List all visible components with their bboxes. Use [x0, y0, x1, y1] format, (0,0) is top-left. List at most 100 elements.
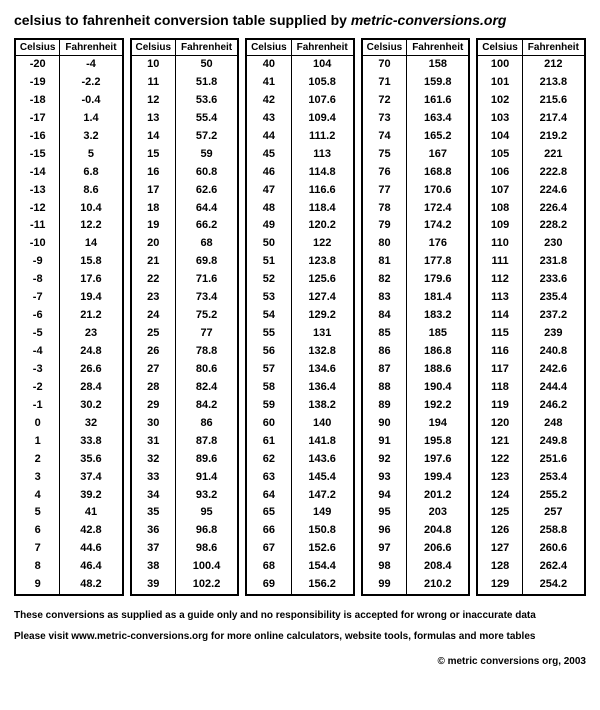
- fahrenheit-cell: 131: [291, 325, 354, 343]
- table-row: 116240.8: [477, 343, 585, 361]
- table-row: 125257: [477, 504, 585, 522]
- fahrenheit-cell: -4: [60, 56, 123, 74]
- table-row: -326.6: [15, 361, 123, 379]
- table-row: 38100.4: [131, 558, 239, 576]
- celsius-cell: 100: [477, 56, 522, 74]
- fahrenheit-cell: 210.2: [407, 576, 470, 595]
- table-row: 2475.2: [131, 307, 239, 325]
- header-fahrenheit: Fahrenheit: [291, 39, 354, 56]
- table-row: 71159.8: [362, 74, 470, 92]
- fahrenheit-cell: 69.8: [175, 253, 238, 271]
- table-row: 111231.8: [477, 253, 585, 271]
- disclaimer-text: These conversions as supplied as a guide…: [14, 610, 586, 621]
- fahrenheit-cell: 109.4: [291, 110, 354, 128]
- fahrenheit-cell: 134.6: [291, 361, 354, 379]
- conversion-column-1: Celsius Fahrenheit -20-4-19-2.2-18-0.4-1…: [14, 38, 124, 596]
- fahrenheit-cell: 226.4: [522, 200, 585, 218]
- celsius-cell: 92: [362, 451, 407, 469]
- fahrenheit-cell: 59: [175, 146, 238, 164]
- fahrenheit-cell: 262.4: [522, 558, 585, 576]
- table-row: 107224.6: [477, 182, 585, 200]
- celsius-cell: 128: [477, 558, 522, 576]
- celsius-cell: 1: [15, 433, 60, 451]
- table-row: 1559: [131, 146, 239, 164]
- fahrenheit-cell: 113: [291, 146, 354, 164]
- table-row: 75167: [362, 146, 470, 164]
- celsius-cell: 106: [477, 164, 522, 182]
- celsius-cell: -14: [15, 164, 60, 182]
- celsius-cell: 113: [477, 289, 522, 307]
- table-row: -163.2: [15, 128, 123, 146]
- table-row: 79174.2: [362, 217, 470, 235]
- conversion-column-4: Celsius Fahrenheit 7015871159.872161.673…: [361, 38, 471, 596]
- table-row: 70158: [362, 56, 470, 74]
- celsius-cell: 121: [477, 433, 522, 451]
- celsius-cell: 69: [246, 576, 291, 595]
- table-row: 106222.8: [477, 164, 585, 182]
- table-row: 64147.2: [246, 487, 354, 505]
- table-row: 67152.6: [246, 540, 354, 558]
- fahrenheit-cell: 23: [60, 325, 123, 343]
- celsius-cell: 111: [477, 253, 522, 271]
- celsius-cell: 17: [131, 182, 176, 200]
- header-fahrenheit: Fahrenheit: [407, 39, 470, 56]
- table-row: 66150.8: [246, 522, 354, 540]
- table-row: 81177.8: [362, 253, 470, 271]
- celsius-cell: 70: [362, 56, 407, 74]
- celsius-cell: 90: [362, 415, 407, 433]
- fahrenheit-cell: 107.6: [291, 92, 354, 110]
- table-row: 49120.2: [246, 217, 354, 235]
- fahrenheit-cell: 86: [175, 415, 238, 433]
- celsius-cell: 64: [246, 487, 291, 505]
- celsius-cell: 6: [15, 522, 60, 540]
- fahrenheit-cell: 228.2: [522, 217, 585, 235]
- table-row: 1660.8: [131, 164, 239, 182]
- fahrenheit-cell: 64.4: [175, 200, 238, 218]
- table-row: 1457.2: [131, 128, 239, 146]
- table-row: 59138.2: [246, 397, 354, 415]
- celsius-cell: 67: [246, 540, 291, 558]
- table-row: 1151.8: [131, 74, 239, 92]
- table-row: 121249.8: [477, 433, 585, 451]
- celsius-cell: 43: [246, 110, 291, 128]
- table-row: -719.4: [15, 289, 123, 307]
- fahrenheit-cell: 201.2: [407, 487, 470, 505]
- table-row: 118244.4: [477, 379, 585, 397]
- celsius-cell: 10: [131, 56, 176, 74]
- table-row: 52125.6: [246, 271, 354, 289]
- table-row: 50122: [246, 235, 354, 253]
- table-row: -915.8: [15, 253, 123, 271]
- table-row: 46114.8: [246, 164, 354, 182]
- table-row: 58136.4: [246, 379, 354, 397]
- fahrenheit-cell: 222.8: [522, 164, 585, 182]
- celsius-cell: 99: [362, 576, 407, 595]
- table-row: 65149: [246, 504, 354, 522]
- fahrenheit-cell: 170.6: [407, 182, 470, 200]
- fahrenheit-cell: 84.2: [175, 397, 238, 415]
- table-row: 117242.6: [477, 361, 585, 379]
- fahrenheit-cell: 167: [407, 146, 470, 164]
- celsius-cell: 53: [246, 289, 291, 307]
- fahrenheit-cell: 55.4: [175, 110, 238, 128]
- table-row: 61141.8: [246, 433, 354, 451]
- table-row: 2882.4: [131, 379, 239, 397]
- fahrenheit-cell: 50: [175, 56, 238, 74]
- fahrenheit-cell: 35.6: [60, 451, 123, 469]
- celsius-cell: 109: [477, 217, 522, 235]
- table-row: -130.2: [15, 397, 123, 415]
- table-row: 124255.2: [477, 487, 585, 505]
- fahrenheit-cell: 42.8: [60, 522, 123, 540]
- fahrenheit-cell: 239: [522, 325, 585, 343]
- table-row: 74165.2: [362, 128, 470, 146]
- celsius-cell: 12: [131, 92, 176, 110]
- fahrenheit-cell: 8.6: [60, 182, 123, 200]
- celsius-cell: 114: [477, 307, 522, 325]
- celsius-cell: 15: [131, 146, 176, 164]
- celsius-cell: -13: [15, 182, 60, 200]
- fahrenheit-cell: 255.2: [522, 487, 585, 505]
- table-row: 115239: [477, 325, 585, 343]
- fahrenheit-cell: -0.4: [60, 92, 123, 110]
- header-fahrenheit: Fahrenheit: [522, 39, 585, 56]
- fahrenheit-cell: 190.4: [407, 379, 470, 397]
- fahrenheit-cell: 163.4: [407, 110, 470, 128]
